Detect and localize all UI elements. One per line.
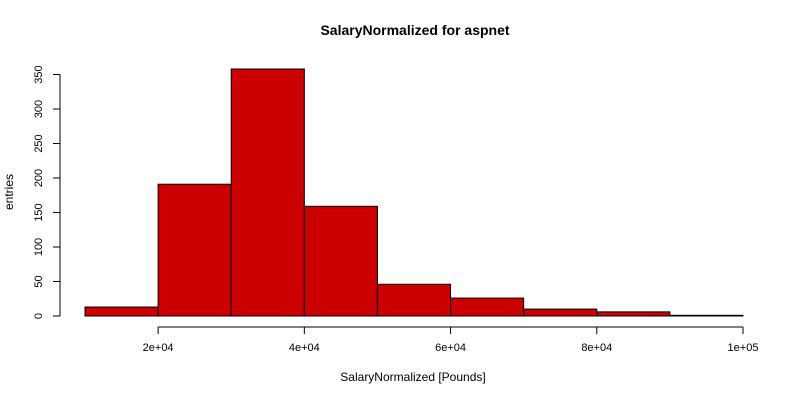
histogram-bar xyxy=(84,306,159,317)
x-tick-label: 6e+04 xyxy=(435,342,466,354)
y-tick-label: 350 xyxy=(33,65,45,83)
x-tick-label: 4e+04 xyxy=(289,342,320,354)
histogram-bar xyxy=(523,308,598,317)
y-axis-label: entries xyxy=(2,174,16,210)
x-axis: 2e+04 4e+04 6e+04 8e+04 1e+05 xyxy=(143,326,759,354)
histogram-bar xyxy=(230,68,305,317)
histogram-bar xyxy=(376,283,452,317)
histogram-bar xyxy=(303,205,378,317)
x-axis-label: SalaryNormalized [Pounds] xyxy=(340,370,485,384)
y-tick-label: 100 xyxy=(33,238,45,256)
histogram-bar xyxy=(450,297,525,317)
y-tick-label: 0 xyxy=(33,313,45,319)
x-tick-label: 1e+05 xyxy=(728,342,759,354)
y-tick-label: 250 xyxy=(33,134,45,152)
y-tick-label: 200 xyxy=(33,169,45,187)
y-tick-label: 300 xyxy=(33,100,45,118)
bars-layer xyxy=(84,68,744,317)
histogram-bar xyxy=(596,311,671,317)
chart-title: SalaryNormalized for aspnet xyxy=(320,22,509,38)
histogram-bar xyxy=(157,183,232,317)
x-tick-label: 2e+04 xyxy=(143,342,174,354)
y-axis: 0 50 100 150 200 250 300 350 xyxy=(33,65,61,319)
y-tick-label: 50 xyxy=(33,275,45,287)
y-tick-label: 150 xyxy=(33,203,45,221)
x-tick-label: 8e+04 xyxy=(581,342,612,354)
histogram-bar xyxy=(669,314,744,317)
